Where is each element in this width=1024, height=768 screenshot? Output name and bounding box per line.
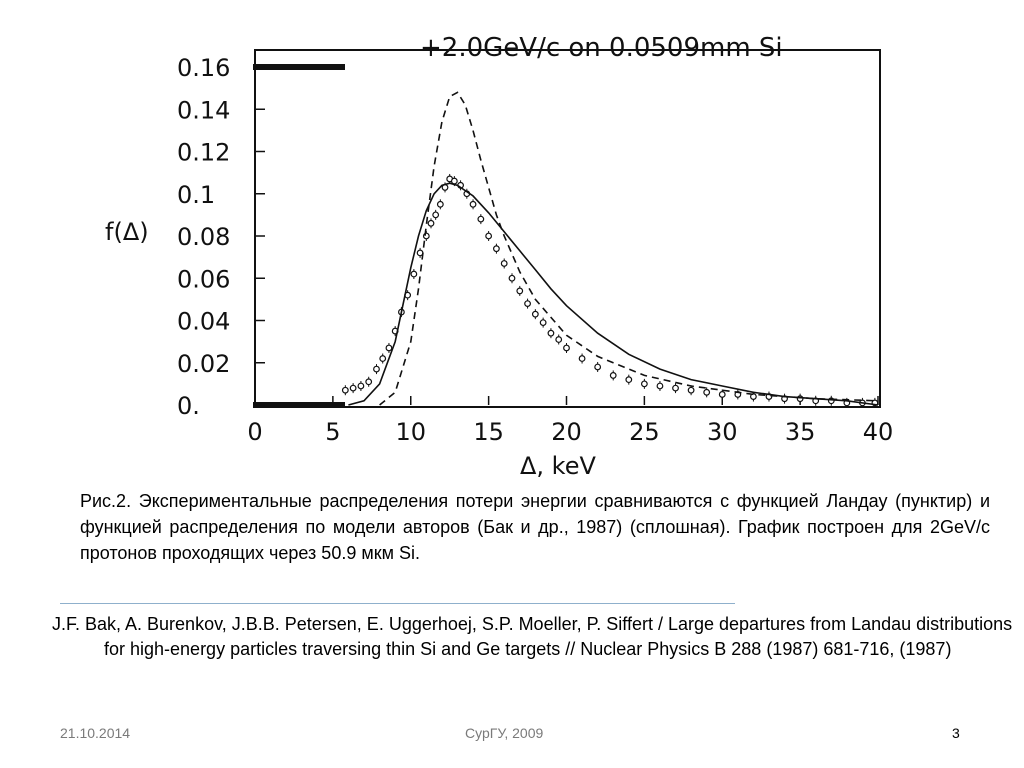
data-point [477,215,485,223]
y-tick-label: 0.02 [177,350,230,378]
x-tick-label: 25 [629,418,660,446]
data-point [500,260,508,267]
data-point [656,382,664,390]
data-point [373,365,380,373]
footer-date: 21.10.2014 [60,725,131,741]
reference-citation: J.F. Bak, A. Burenkov, J.B.B. Petersen, … [52,614,1013,659]
x-axis-label: Δ, keV [520,452,596,480]
energy-loss-chart: +2.0GeV/c on 0.0509mm Si 0.0.020.040.060… [105,33,893,480]
data-point [349,384,357,392]
x-tick-label: 35 [785,418,816,446]
footer-page-number: 3 [952,725,960,741]
data-point [531,310,539,318]
divider-line [60,603,735,604]
data-point [640,380,648,388]
data-point [436,200,444,208]
y-tick-label: 0.04 [177,308,230,336]
data-point [539,319,547,327]
y-tick-labels: 0. 0.02 0.04 0.06 0.08 0.1 0.12 0.14 0.16 [177,54,265,420]
y-tick-label: 0.16 [177,54,230,82]
landau-curve [379,91,879,406]
x-tick-labels: 0 5 10 15 20 25 30 35 40 [247,396,893,446]
x-tick-label: 20 [551,418,582,446]
plot-frame [254,49,881,408]
data-point [485,232,493,240]
data-point [365,378,373,386]
data-point [578,355,586,362]
y-tick-label: 0.12 [177,139,230,167]
y-tick-label: 0. [177,392,200,420]
data-point [385,344,393,352]
data-point [594,363,602,371]
y-tick-label: 0.14 [177,96,230,124]
chart-title: +2.0GeV/c on 0.0509mm Si [420,33,783,63]
data-point [493,245,500,253]
data-point [516,287,524,295]
model-curve [348,182,879,406]
x-tick-label: 15 [473,418,504,446]
data-point [524,300,531,308]
data-point [703,388,711,396]
y-tick-label: 0.06 [177,265,230,293]
y-tick-label: 0.1 [177,181,215,209]
x-tick-label: 30 [707,418,738,446]
x-tick-label: 5 [325,418,340,446]
data-point [357,382,365,390]
data-point [672,384,679,392]
x-tick-label: 40 [863,418,894,446]
footer-organization: СурГУ, 2009 [465,725,544,741]
y-axis-label: f(Δ) [105,218,149,246]
data-point [469,200,477,208]
x-tick-label: 10 [395,418,426,446]
data-point [625,376,633,384]
data-point [563,344,570,352]
data-point [508,274,516,282]
data-point [410,270,418,278]
data-point [718,391,726,398]
data-point [555,336,563,343]
series-layer [341,91,879,408]
data-point [687,386,695,394]
data-point [450,177,458,185]
data-point [341,386,349,394]
y-tick-label: 0.08 [177,223,230,251]
data-point [547,329,555,337]
data-point [427,219,435,227]
data-point [432,211,440,219]
figure-caption: Рис.2. Экспериментальные распределения п… [80,491,990,563]
data-point [609,372,617,379]
x-tick-label: 0 [247,418,262,446]
data-point [379,355,387,362]
data-point [422,232,430,240]
